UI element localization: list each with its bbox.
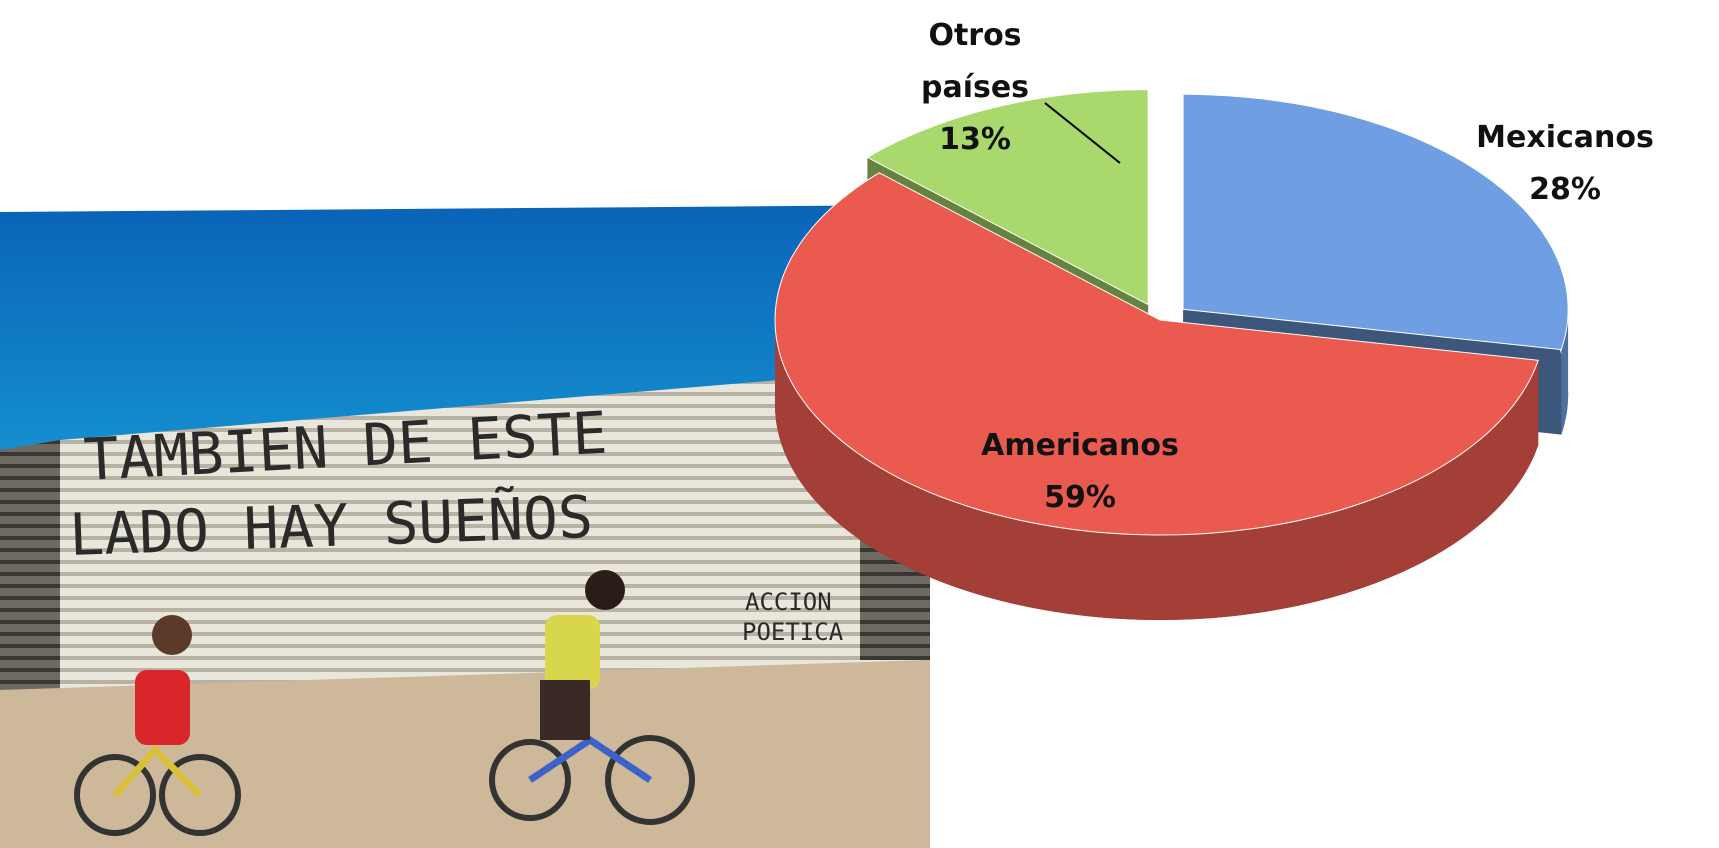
fence	[60, 380, 930, 690]
ground	[0, 660, 930, 848]
slice-label: Americanos 59%	[981, 428, 1179, 515]
wall-text: POETICA	[742, 618, 844, 646]
leader-line	[1044, 102, 1121, 164]
slice	[1182, 93, 1569, 351]
slice	[866, 89, 1149, 306]
slice-side	[1561, 309, 1569, 435]
slice-label: Mexicanos 28%	[1476, 120, 1654, 207]
fence-dark	[0, 440, 60, 690]
slice	[774, 172, 1539, 536]
slice-side	[775, 320, 1539, 620]
child-right	[489, 570, 695, 825]
wall-text: ACCION	[745, 588, 832, 616]
child-left	[74, 615, 241, 836]
slice-label: Otros países 13%	[920, 18, 1030, 157]
